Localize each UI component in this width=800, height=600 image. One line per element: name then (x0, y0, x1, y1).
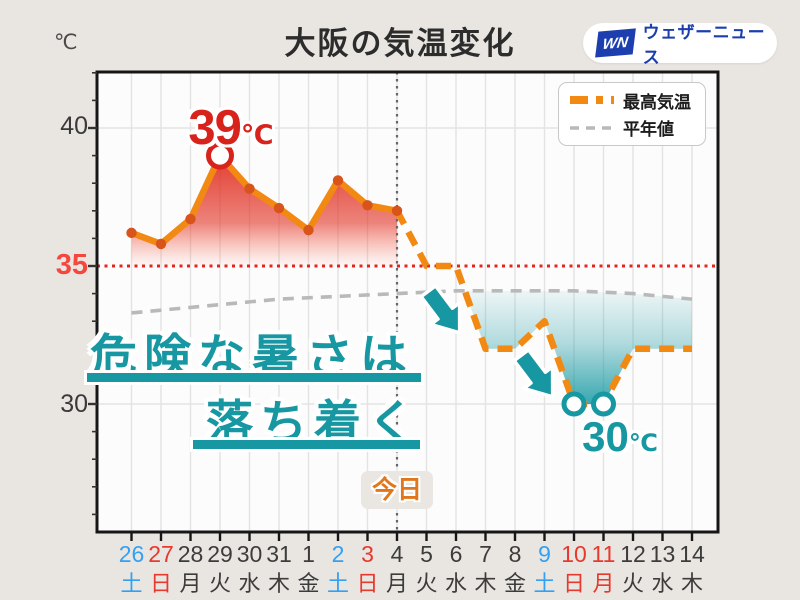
y-axis-unit: ℃ (54, 31, 78, 54)
x-tick-weekday: 土 (533, 571, 556, 596)
x-tick-weekday: 月 (592, 571, 615, 596)
down-arrow-icon (512, 348, 555, 399)
x-tick-weekday: 火 (415, 571, 438, 596)
today-badge: 今日 (361, 471, 433, 509)
peak-temp-annotation: 39℃ (158, 100, 304, 156)
x-tick-weekday: 水 (651, 571, 674, 596)
x-tick-weekday: 金 (297, 571, 320, 596)
x-tick-weekday: 金 (503, 571, 526, 596)
x-tick-date: 2 (331, 541, 345, 567)
x-tick-date: 9 (538, 541, 551, 567)
legend-item-max-temp: 最高気温 (559, 88, 705, 113)
y-tick-label-30: 30 (60, 390, 88, 418)
x-tick-date: 29 (207, 541, 233, 567)
x-tick-weekday: 水 (444, 571, 467, 596)
max-temp-line-swatch (570, 96, 614, 105)
x-tick-date: 13 (649, 541, 676, 567)
x-tick-date: 11 (591, 541, 616, 567)
x-tick-date: 6 (449, 541, 463, 567)
x-tick-date: 3 (361, 541, 374, 567)
low-temp-unit: ℃ (628, 430, 658, 457)
x-tick-weekday: 木 (680, 571, 703, 596)
low-temp-value: 30 (582, 413, 629, 460)
x-tick-date: 5 (420, 541, 433, 567)
x-tick-weekday: 日 (149, 571, 172, 596)
x-tick-date: 28 (177, 541, 204, 567)
x-tick-date: 12 (620, 541, 646, 567)
page-title: 大阪の気温変化 (284, 26, 516, 61)
x-tick-date: 26 (118, 541, 145, 567)
x-tick-weekday: 木 (267, 571, 290, 596)
x-tick-date: 8 (508, 541, 522, 567)
x-tick-date: 4 (390, 541, 404, 567)
low-temp-annotation: 30℃ (558, 413, 682, 461)
x-tick-weekday: 火 (621, 571, 644, 596)
x-tick-weekday: 土 (326, 571, 349, 596)
y-tick-label-40: 40 (60, 112, 88, 140)
wn-logo-icon: WN (595, 28, 636, 58)
x-tick-date: 7 (479, 541, 492, 567)
legend-label: 平年値 (623, 120, 674, 140)
legend-label: 最高気温 (623, 92, 691, 112)
down-arrow-icon (419, 284, 462, 335)
peak-temp-value: 39 (188, 101, 242, 155)
normal-line-swatch (570, 126, 614, 130)
logo-text: ウェザーニュース (642, 23, 766, 67)
chart-legend: 最高気温 平年値 (558, 82, 706, 146)
x-tick-date: 14 (679, 541, 705, 567)
x-tick-date: 27 (148, 541, 174, 567)
legend-item-normal: 平年値 (559, 115, 705, 140)
peak-temp-unit: ℃ (240, 120, 274, 150)
x-tick-weekday: 土 (120, 571, 143, 596)
x-tick-weekday: 月 (385, 571, 408, 596)
x-tick-date: 31 (266, 541, 292, 567)
x-tick-date: 30 (236, 541, 263, 567)
x-tick-weekday: 日 (562, 571, 585, 596)
weathernews-logo: WN ウェザーニュース (583, 23, 777, 67)
headline-underline1 (87, 373, 421, 382)
headline-underline2 (193, 440, 420, 449)
x-tick-weekday: 日 (356, 571, 379, 596)
x-tick-weekday: 月 (179, 571, 202, 596)
x-tick-weekday: 水 (238, 571, 261, 596)
x-tick-weekday: 火 (208, 571, 231, 596)
x-tick-date: 1 (302, 541, 315, 567)
x-tick-weekday: 木 (474, 571, 497, 596)
x-tick-date: 10 (561, 541, 587, 567)
y-tick-label-35: 35 (55, 249, 88, 281)
